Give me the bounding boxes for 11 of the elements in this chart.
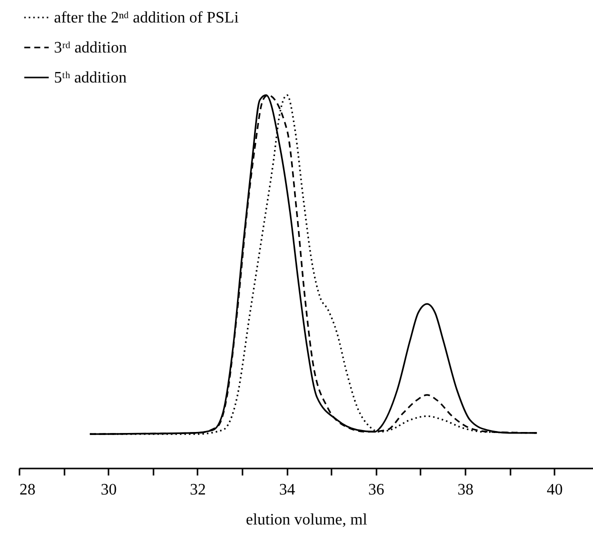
x-tick-label: 40 bbox=[546, 482, 563, 498]
x-tick-label: 28 bbox=[20, 482, 36, 498]
x-tick-label: 38 bbox=[458, 482, 474, 498]
x-tick-label: 36 bbox=[368, 482, 384, 498]
legend-label: 3ʳᵈ addition bbox=[54, 40, 127, 56]
legend-label: 5ᵗʰ addition bbox=[54, 70, 127, 86]
legend-label: after the 2ⁿᵈ addition of PSLi bbox=[54, 10, 240, 26]
x-axis-title: elution volume, ml bbox=[246, 512, 368, 528]
x-tick-label: 32 bbox=[190, 482, 206, 498]
x-tick-label: 30 bbox=[100, 482, 117, 498]
x-tick-label: 34 bbox=[279, 482, 296, 498]
